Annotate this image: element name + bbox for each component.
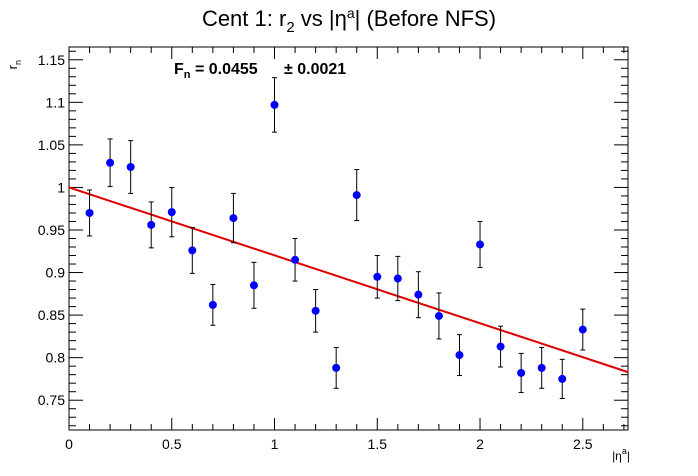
axes: 0 0.5 1 1.5 2 2.5 0.75 0.8 0.85 0.9 0.95 1 1.05 1.1 1.…: [38, 46, 629, 452]
data-point: [434, 311, 443, 320]
data-point-group: [106, 138, 115, 188]
plot-frame: [68, 46, 629, 431]
data-point: [332, 363, 341, 372]
y-tick-label: 1.05: [38, 137, 65, 153]
data-point-group: [373, 255, 382, 299]
data-point-group: [85, 189, 94, 237]
y-tick-label: 1.1: [46, 94, 66, 110]
data-point-group: [414, 271, 423, 319]
data-point: [352, 191, 361, 200]
y-tick-label: 1.15: [38, 52, 65, 68]
x-tick-label: 1: [271, 436, 279, 452]
data-point-group: [311, 289, 320, 333]
x-axis-label: |ηa|: [612, 446, 630, 463]
data-point-group: [476, 220, 485, 268]
data-point: [167, 208, 176, 217]
data-point-group: [229, 192, 238, 244]
fit-annotation: Fn = 0.0455: [174, 61, 258, 81]
data-point: [249, 281, 258, 290]
chart-title: Cent 1: r2 vs |ηa| (Before NFS): [202, 5, 496, 36]
data-point-group: [517, 352, 526, 394]
data-point: [311, 306, 320, 315]
x-tick-label: 0.5: [162, 436, 182, 452]
data-point: [291, 255, 300, 264]
y-tick-label: 0.85: [38, 307, 65, 323]
x-label-superscript: a: [622, 446, 627, 456]
data-point-group: [270, 77, 279, 133]
fit-line-group: [68, 186, 629, 374]
x-tick-label: 1.5: [368, 436, 388, 452]
data-point-group: [291, 238, 300, 282]
data-points: [85, 77, 587, 400]
data-point: [393, 274, 402, 283]
x-tick-label: 2: [476, 436, 484, 452]
data-point-group: [147, 201, 156, 249]
data-point: [537, 363, 546, 372]
x-tick-label: 0: [65, 436, 73, 452]
data-point-group: [188, 226, 197, 274]
y-tick-label: 0.9: [46, 265, 66, 281]
data-point: [270, 100, 279, 109]
data-point: [373, 272, 382, 281]
data-point: [85, 208, 94, 217]
y-label-subscript: n: [13, 60, 23, 65]
data-point-group: [208, 283, 217, 326]
data-point: [208, 300, 217, 309]
data-point: [476, 240, 485, 249]
annotation-subscript: n: [184, 69, 191, 81]
fit-line: [68, 186, 629, 374]
y-tick-label: 1: [57, 179, 65, 195]
data-point-group: [434, 292, 443, 340]
data-point: [188, 246, 197, 255]
data-point: [229, 214, 238, 223]
data-point-group: [455, 334, 464, 377]
data-point-group: [352, 169, 361, 222]
data-point-group: [393, 255, 402, 302]
data-point: [106, 158, 115, 167]
data-point-group: [249, 261, 258, 309]
x-tick-label: 2.5: [573, 436, 593, 452]
data-point: [558, 374, 567, 383]
y-axis-label: rn: [5, 60, 23, 69]
data-point-group: [558, 358, 567, 400]
data-point-group: [537, 346, 546, 389]
data-point-group: [126, 140, 135, 194]
data-point-group: [332, 346, 341, 389]
data-point: [455, 351, 464, 360]
data-point: [517, 368, 526, 377]
data-point: [578, 325, 587, 334]
data-point: [414, 290, 423, 299]
title-superscript: a: [347, 5, 355, 21]
y-tick-label: 0.8: [46, 350, 66, 366]
data-point: [126, 163, 135, 172]
data-point: [496, 342, 505, 351]
data-point-group: [578, 308, 587, 351]
data-point: [147, 220, 156, 229]
y-tick-label: 0.95: [38, 222, 65, 238]
y-tick-label: 0.75: [38, 392, 65, 408]
data-point-group: [496, 325, 505, 368]
fit-annotation-error: ± 0.0021: [284, 61, 346, 78]
data-point-group: [167, 186, 176, 238]
title-subscript: 2: [286, 19, 294, 36]
